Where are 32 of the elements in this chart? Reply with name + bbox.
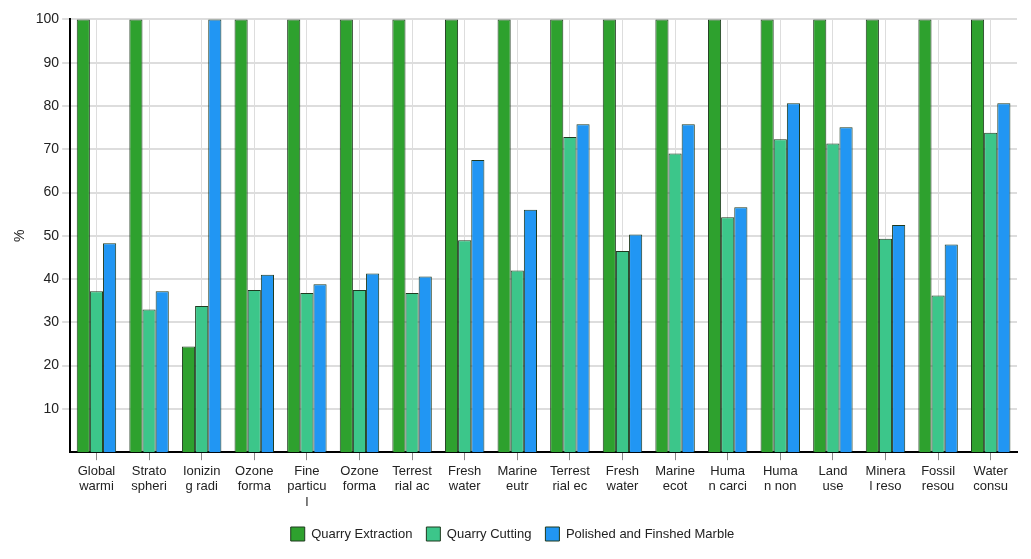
y-tick-label: 50: [43, 226, 60, 243]
legend-label: Quarry Cutting: [446, 525, 532, 541]
y-tick-label: 10: [43, 399, 60, 416]
x-tick-label: Stratospheri: [131, 462, 167, 494]
y-axis-title: %: [11, 229, 28, 243]
x-tick-label: Terrestrial ec: [550, 462, 591, 494]
x-tick-label: Human carci: [708, 462, 747, 494]
x-tick-label: Land use: [818, 462, 848, 494]
y-tick-label: 90: [43, 53, 60, 70]
y-tick-label: 70: [43, 140, 60, 157]
x-tick-label: Fossil resou: [921, 462, 956, 494]
x-tick-label: Fine particul: [287, 462, 327, 509]
y-tick-label: 40: [43, 269, 60, 286]
x-tick-label: Fresh water: [447, 462, 482, 494]
x-tick-label: Marine ecot: [655, 462, 695, 494]
x-tick-label: Fresh water: [605, 462, 640, 494]
x-tick-label: Terrestrial ac: [392, 462, 433, 494]
y-tick-label: 60: [43, 183, 60, 200]
x-tick-label: Human non: [762, 462, 799, 494]
x-tick-label: Ozone forma: [340, 462, 379, 494]
legend-label: Quarry Extraction: [311, 525, 413, 541]
legend-label: Polished and Finshed Marble: [565, 525, 735, 541]
y-tick-label: 20: [43, 356, 60, 373]
y-tick-label: 80: [43, 96, 60, 113]
x-tick-label: Marine eutr: [497, 462, 538, 494]
x-tick-label: Water consu: [973, 462, 1009, 494]
x-tick-label: Ozone forma: [235, 462, 274, 494]
x-tick-label: Ionizing radi: [182, 462, 221, 494]
x-tick-label: Mineral reso: [865, 462, 907, 494]
x-tick-label: Global warmi: [77, 462, 116, 494]
y-tick-label: 100: [35, 10, 60, 27]
y-tick-label: 30: [43, 313, 60, 330]
